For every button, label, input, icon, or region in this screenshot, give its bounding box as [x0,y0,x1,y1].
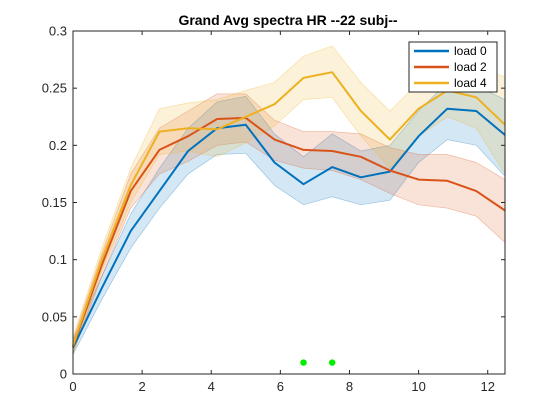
x-tick-label: 10 [411,379,425,394]
y-tick-label: 0.3 [49,24,67,39]
y-tick-label: 0.15 [42,195,67,210]
x-tick-label: 0 [69,379,76,394]
x-tick-label: 6 [277,379,284,394]
x-tick-label: 4 [208,379,215,394]
y-tick-label: 0.2 [49,138,67,153]
significance-marker [329,359,336,366]
series-line-load-2 [72,116,506,347]
series-line-load-0 [72,107,506,349]
x-tick-label: 2 [139,379,146,394]
y-tick-label: 0 [60,367,67,382]
legend-label: load 2 [454,60,487,74]
y-tick-label: 0.1 [49,252,67,267]
band-load-0 [72,82,506,355]
series-line-load-4 [72,71,506,346]
x-tick-label: 8 [346,379,353,394]
series-lines [72,71,506,349]
significance-markers [300,359,336,366]
legend-label: load 4 [454,76,487,90]
legend-label: load 0 [454,44,487,58]
axes: 0 2 4 6 8 10 12 0 0.05 0.1 0.15 0.2 0.25 0.3 [42,24,506,394]
y-tick-label: 0.05 [42,309,67,324]
x-tick-label: 12 [480,379,494,394]
chart-title: Grand Avg spectra HR --22 subj-- [178,12,397,28]
significance-marker [300,359,307,366]
legend: load 0 load 2 load 4 [408,41,498,93]
y-tick-label: 0.25 [42,81,67,96]
